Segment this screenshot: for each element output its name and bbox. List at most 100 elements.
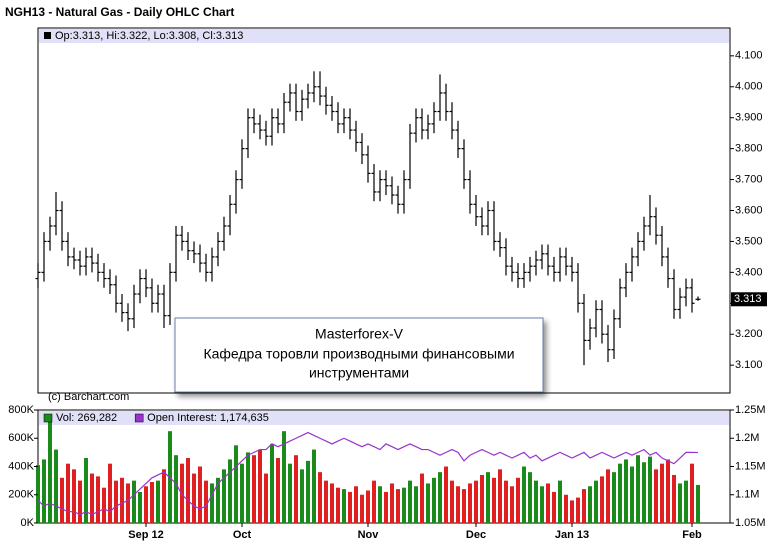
annotation-line: Кафедра торовли производными финансовыми — [203, 346, 514, 362]
volume-bar — [174, 455, 178, 523]
volume-bar — [558, 480, 562, 523]
volume-bar — [120, 477, 124, 523]
volume-bar — [54, 449, 58, 523]
volume-bar — [210, 483, 214, 523]
volume-bar — [534, 480, 538, 523]
volume-bar — [396, 489, 400, 523]
y-tick-label: 3.400 — [735, 266, 763, 278]
legend-swatch — [44, 32, 51, 39]
volume-bar — [48, 421, 52, 523]
volume-bar — [636, 455, 640, 523]
legend-label: Vol: 269,282 — [56, 412, 117, 424]
ohlc-legend: Op:3.313, Hi:3.322, Lo:3.308, Cl:3.313 — [55, 30, 243, 42]
volume-bar — [336, 487, 340, 523]
volume-bar — [546, 483, 550, 523]
volume-bar — [504, 480, 508, 523]
legend-swatch — [43, 413, 53, 423]
y2-tick-label: 1.15M — [735, 460, 766, 472]
volume-bar — [594, 480, 598, 523]
y2-tick-label: 1.05M — [735, 517, 766, 529]
volume-bar — [144, 486, 148, 523]
volume-bar — [426, 483, 430, 523]
volume-bar — [312, 449, 316, 523]
y-tick-label: 3.700 — [735, 173, 763, 185]
x-tick-label: Dec — [466, 529, 486, 541]
volume-bar — [180, 463, 184, 523]
x-tick-label: Nov — [358, 529, 380, 541]
volume-bar — [204, 480, 208, 523]
volume-bar — [234, 445, 238, 523]
volume-bar — [294, 455, 298, 523]
y2-tick-label: 1.2M — [735, 432, 759, 444]
volume-bar — [588, 486, 592, 523]
volume-bar — [390, 483, 394, 523]
volume-bar — [450, 480, 454, 523]
last-value-tag — [731, 292, 767, 307]
volume-bar — [264, 473, 268, 523]
volume-bar — [624, 459, 628, 523]
y-tick-label: 3.800 — [735, 143, 763, 155]
volume-bar — [156, 480, 160, 523]
volume-bar — [528, 472, 532, 523]
volume-bar — [432, 477, 436, 523]
volume-bar — [60, 477, 64, 523]
volume-bar — [90, 473, 94, 523]
volume-bar — [240, 463, 244, 523]
annotation-line: Masterforex-V — [315, 326, 404, 342]
volume-bar — [342, 489, 346, 523]
volume-bar — [582, 489, 586, 523]
volume-bar — [492, 477, 496, 523]
legend-swatch — [134, 413, 144, 423]
volume-legend: Vol: 269,282 Open Interest: 1,174,635 — [43, 412, 269, 424]
volume-bar — [150, 482, 154, 523]
volume-bar — [72, 469, 76, 523]
volume-bar — [516, 477, 520, 523]
volume-bar — [138, 491, 142, 523]
volume-bar — [648, 456, 652, 523]
chart-title: NGH13 - Natural Gas - Daily OHLC Chart — [5, 5, 234, 19]
volume-bar — [600, 476, 604, 523]
volume-bar — [480, 474, 484, 523]
volume-bar — [228, 459, 232, 523]
volume-bar — [498, 469, 502, 523]
annotation-line: инструментами — [309, 365, 409, 381]
volume-bar — [330, 483, 334, 523]
volume-bar — [270, 443, 274, 523]
volume-bar — [132, 480, 136, 523]
volume-bar — [108, 463, 112, 523]
volume-bar — [540, 486, 544, 523]
volume-bar — [378, 486, 382, 523]
volume-bar — [114, 480, 118, 523]
volume-bar — [462, 489, 466, 523]
volume-bar — [438, 472, 442, 523]
volume-bar — [564, 494, 568, 523]
volume-bar — [216, 477, 220, 523]
x-tick-label: Sep 12 — [128, 529, 163, 541]
y-tick-label: 4.000 — [735, 81, 763, 93]
volume-bar — [690, 463, 694, 523]
y-tick-label: 0K — [21, 517, 35, 529]
last-value-label: 3.313 — [734, 293, 762, 305]
y2-tick-label: 1.1M — [735, 489, 759, 501]
volume-bar — [288, 463, 292, 523]
volume-header — [39, 411, 729, 425]
volume-bar — [372, 480, 376, 523]
volume-bar — [672, 474, 676, 523]
volume-bar — [510, 486, 514, 523]
volume-bar — [444, 466, 448, 523]
annotation-box — [174, 317, 544, 393]
volume-bar — [654, 469, 658, 523]
volume-bar — [618, 463, 622, 523]
legend-label: Open Interest: 1,174,635 — [147, 412, 269, 424]
volume-bar — [102, 487, 106, 523]
volume-bar — [246, 452, 250, 523]
volume-bar — [678, 483, 682, 523]
volume-bar — [456, 486, 460, 523]
y-tick-label: 3.200 — [735, 328, 763, 340]
volume-bar — [186, 458, 190, 523]
y2-tick-label: 1.25M — [735, 404, 766, 416]
volume-bar — [198, 466, 202, 523]
volume-bar — [696, 484, 700, 523]
volume-bar — [612, 472, 616, 523]
